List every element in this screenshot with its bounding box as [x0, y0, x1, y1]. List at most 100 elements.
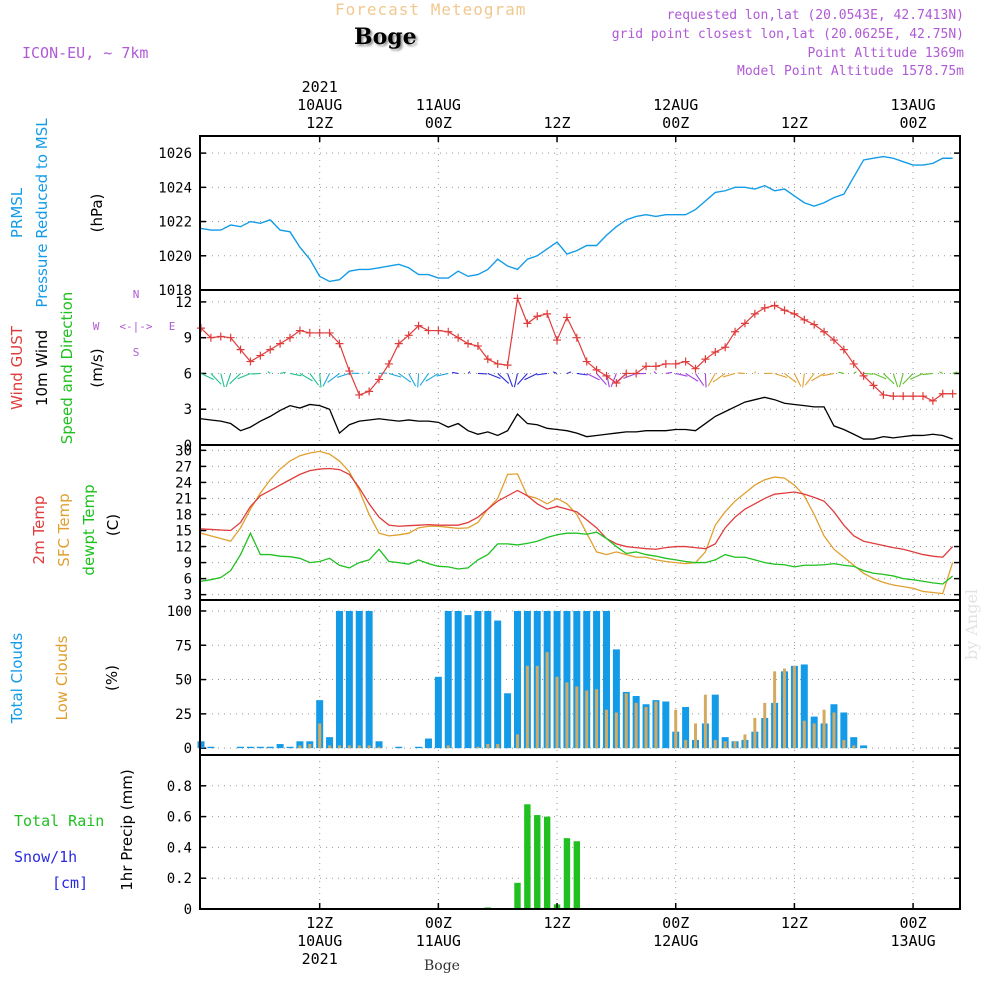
wind-arrow [319, 373, 322, 388]
low-cloud-bar [783, 668, 787, 749]
ylabel-pressure: Pressure Reduced to MSL [33, 118, 51, 308]
gust-marker [899, 392, 908, 401]
gust-marker [533, 312, 542, 321]
ylabel-dewpt: dewpt Temp [80, 484, 98, 575]
y-tick-label: 9 [184, 331, 192, 347]
panel-border-3 [199, 444, 961, 601]
wind-arrow [322, 373, 331, 387]
wind-arrow [586, 372, 600, 381]
total-cloud-bar [256, 746, 264, 749]
total-cloud-bar [375, 741, 383, 749]
y-tick-label: 1024 [158, 180, 192, 196]
wind-arrow [419, 373, 429, 386]
ylabel-c: (C) [104, 514, 122, 536]
wind-arrow [280, 371, 286, 374]
wind-arrow [653, 371, 657, 374]
ylabel-ms: (m/s) [88, 348, 106, 387]
gust-marker [493, 359, 502, 368]
low-cloud-bar [377, 746, 381, 749]
gust-marker [731, 327, 740, 336]
x-bottom-time: 12Z [306, 914, 333, 932]
gust-marker [424, 326, 433, 335]
y-tick-label: 1020 [158, 249, 192, 265]
total-cloud-bar [345, 610, 353, 749]
low-cloud-bar [763, 702, 767, 749]
point-altitude: Point Altitude 1369m [807, 46, 964, 61]
gust-marker [691, 364, 700, 373]
total-cloud-bar [583, 610, 591, 749]
wind-arrow [289, 372, 302, 377]
gust-marker [473, 342, 482, 351]
wind-arrow [665, 371, 673, 375]
rain-bar [514, 882, 521, 909]
x-bottom-date: 13AUG [891, 932, 936, 950]
total-cloud-bar [711, 694, 719, 749]
total-cloud-bar [365, 610, 373, 749]
wind-arrow [804, 373, 815, 386]
low-cloud-bar [842, 739, 846, 749]
ylabel-total-clouds: Total Clouds [8, 633, 26, 725]
rain-bar [524, 804, 531, 909]
ylabel-prmsl: PRMSL [8, 187, 26, 238]
gust-marker [295, 326, 304, 335]
low-cloud-bar [347, 745, 351, 749]
gust-marker [820, 327, 829, 336]
y-tick-label: 0.2 [167, 871, 192, 887]
bottom-location: Boge [424, 958, 460, 974]
low-cloud-bar [743, 734, 747, 749]
y-tick-label: 0 [184, 741, 192, 757]
gust-marker [216, 332, 225, 341]
wind-arrow [229, 373, 241, 385]
label-snow: Snow/1h [14, 848, 77, 866]
y-tick-label: 50 [175, 673, 192, 689]
total-cloud-bar [395, 746, 403, 749]
total-cloud-bar [682, 706, 690, 749]
wind-arrow [524, 372, 538, 381]
gust-marker [325, 328, 334, 337]
panel-5: 0 0.2 0.4 0.6 0.8 [167, 755, 960, 918]
total-cloud-bar [494, 620, 502, 749]
ylabel-sfc-temp: SFC Temp [55, 493, 73, 566]
wind-arrow [952, 371, 958, 374]
low-cloud-bar [525, 665, 529, 749]
total-cloud-bar [454, 610, 462, 749]
low-cloud-bar [357, 745, 361, 749]
y-tick-label: 1018 [158, 283, 192, 299]
low-cloud-bar [674, 709, 678, 749]
y-tick-label: 6 [184, 366, 192, 382]
y-tick-label: 0.6 [167, 810, 192, 826]
low-cloud-bar [496, 744, 500, 749]
gust-marker [444, 327, 453, 336]
gust-marker [513, 294, 522, 303]
gust-marker [661, 359, 670, 368]
low-cloud-bar [298, 745, 302, 749]
x-top-time: 12Z [306, 114, 333, 132]
two-m-temp-line [200, 467, 954, 558]
panel-border-2 [199, 289, 961, 446]
low-cloud-bar [515, 734, 519, 749]
wind-arrow [576, 372, 588, 376]
total-cloud-bar [326, 737, 334, 749]
y-tick-label: 12 [175, 540, 192, 556]
total-cloud-bar [434, 676, 442, 749]
y-tick-label: 3 [184, 588, 192, 604]
gust-marker [612, 379, 621, 387]
gust-marker [236, 345, 245, 354]
wind-arrow [707, 373, 716, 387]
gust-marker [375, 375, 384, 384]
gust-marker [928, 396, 937, 405]
gust-marker [562, 313, 571, 322]
low-cloud-bar [644, 706, 648, 749]
panel-1: 1018 1020 1022 1024 1026 [158, 136, 960, 299]
wind-arrow [883, 373, 895, 385]
low-cloud-bar [792, 665, 796, 749]
x-top-year: 2021 [302, 78, 338, 96]
gust-marker [483, 355, 492, 364]
wind-arrow [487, 372, 501, 379]
low-cloud-bar [486, 744, 490, 749]
low-cloud-bar [733, 741, 737, 749]
x-bottom-time: 00Z [662, 914, 689, 932]
low-cloud-bar [328, 745, 332, 749]
y-tick-label: 12 [175, 295, 192, 311]
total-cloud-bar [424, 738, 432, 749]
